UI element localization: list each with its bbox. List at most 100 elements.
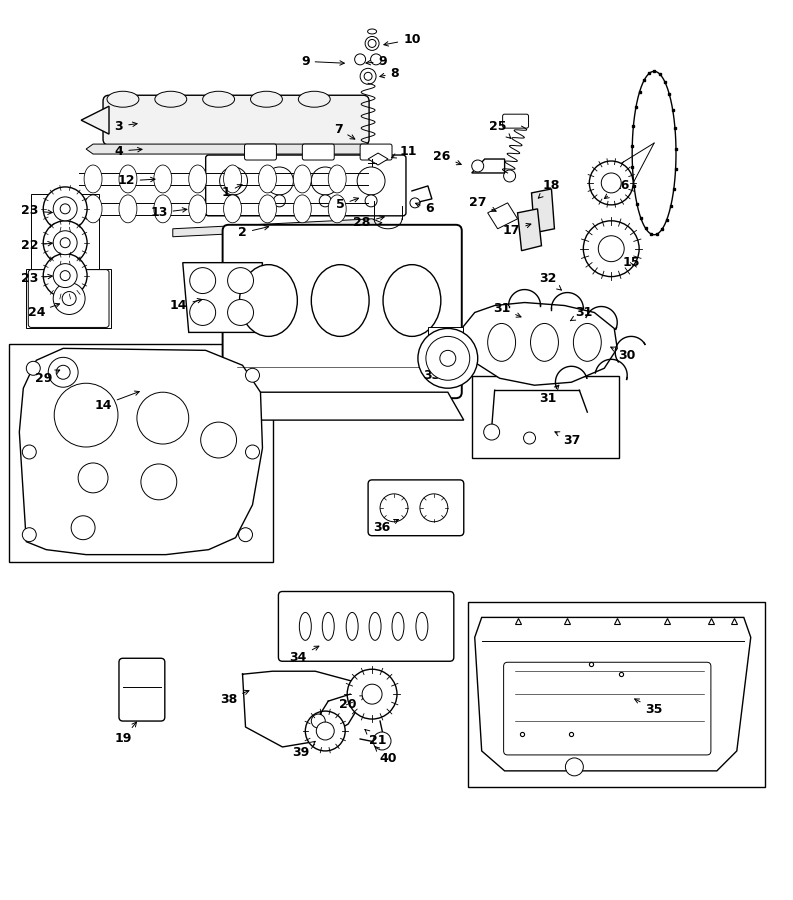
- Ellipse shape: [119, 165, 137, 193]
- Ellipse shape: [293, 165, 312, 193]
- Text: 32: 32: [538, 272, 561, 290]
- Text: 38: 38: [220, 690, 249, 706]
- Text: 28: 28: [354, 216, 385, 230]
- Ellipse shape: [84, 165, 102, 193]
- Text: 25: 25: [489, 120, 511, 139]
- Text: 31: 31: [570, 306, 593, 320]
- Bar: [468, 602, 764, 787]
- Ellipse shape: [251, 91, 282, 107]
- Polygon shape: [173, 219, 382, 237]
- Circle shape: [347, 670, 397, 719]
- Ellipse shape: [392, 612, 404, 640]
- Text: 9: 9: [366, 55, 392, 68]
- Ellipse shape: [259, 165, 277, 193]
- Circle shape: [365, 195, 377, 207]
- Text: 5: 5: [335, 198, 358, 212]
- Circle shape: [420, 494, 448, 522]
- Text: 30: 30: [611, 347, 636, 362]
- Text: 36: 36: [374, 519, 399, 535]
- Circle shape: [141, 464, 177, 500]
- Polygon shape: [182, 263, 262, 332]
- Ellipse shape: [224, 195, 242, 223]
- Circle shape: [190, 300, 216, 326]
- Text: 16: 16: [604, 179, 630, 199]
- Text: 27: 27: [469, 196, 496, 211]
- Text: 37: 37: [555, 432, 580, 446]
- Bar: [10, 345, 274, 562]
- Circle shape: [228, 300, 254, 326]
- Text: 31: 31: [538, 385, 559, 405]
- Ellipse shape: [259, 195, 277, 223]
- Circle shape: [79, 463, 108, 493]
- Ellipse shape: [488, 323, 515, 361]
- Circle shape: [426, 337, 469, 380]
- Text: 17: 17: [503, 223, 531, 238]
- Circle shape: [504, 170, 515, 182]
- Text: 35: 35: [634, 699, 663, 716]
- Ellipse shape: [293, 195, 312, 223]
- Polygon shape: [518, 209, 542, 251]
- Text: 33: 33: [423, 364, 449, 382]
- Text: 15: 15: [613, 253, 640, 269]
- Polygon shape: [81, 106, 109, 134]
- Circle shape: [354, 54, 366, 65]
- Text: 29: 29: [35, 370, 59, 385]
- Circle shape: [370, 54, 381, 65]
- Polygon shape: [86, 144, 372, 154]
- FancyBboxPatch shape: [244, 144, 277, 160]
- Circle shape: [53, 283, 85, 314]
- Text: 19: 19: [114, 722, 136, 745]
- Circle shape: [320, 195, 331, 207]
- Ellipse shape: [369, 612, 381, 640]
- Text: 18: 18: [538, 179, 560, 198]
- Circle shape: [44, 220, 87, 265]
- Text: 23: 23: [21, 272, 52, 285]
- Circle shape: [598, 236, 624, 262]
- Circle shape: [368, 40, 376, 48]
- FancyBboxPatch shape: [103, 95, 369, 145]
- Ellipse shape: [189, 165, 207, 193]
- Circle shape: [362, 684, 382, 704]
- Ellipse shape: [531, 323, 558, 361]
- Ellipse shape: [119, 195, 137, 223]
- Circle shape: [137, 392, 189, 444]
- Polygon shape: [19, 348, 262, 554]
- Ellipse shape: [383, 265, 441, 337]
- Text: 4: 4: [115, 145, 142, 158]
- Ellipse shape: [573, 323, 601, 361]
- Bar: [472, 376, 619, 458]
- Circle shape: [565, 758, 584, 776]
- Text: 7: 7: [334, 122, 354, 140]
- Text: 31: 31: [493, 302, 521, 317]
- Text: 20: 20: [339, 696, 365, 711]
- Circle shape: [436, 346, 460, 370]
- Circle shape: [357, 167, 385, 195]
- Text: 40: 40: [375, 747, 396, 765]
- Circle shape: [246, 368, 259, 382]
- Polygon shape: [475, 617, 751, 771]
- Circle shape: [53, 230, 77, 255]
- FancyBboxPatch shape: [29, 270, 109, 328]
- Circle shape: [360, 68, 376, 85]
- FancyBboxPatch shape: [223, 225, 462, 398]
- Circle shape: [60, 271, 70, 281]
- Circle shape: [274, 195, 285, 207]
- Circle shape: [26, 361, 40, 375]
- Text: 24: 24: [28, 303, 59, 319]
- Text: 6: 6: [416, 202, 435, 215]
- Circle shape: [484, 424, 500, 440]
- Text: 13: 13: [150, 206, 187, 220]
- Text: 34: 34: [289, 646, 319, 664]
- Circle shape: [190, 267, 216, 293]
- Text: 23: 23: [21, 204, 52, 217]
- Ellipse shape: [416, 612, 428, 640]
- Bar: [31, 194, 99, 295]
- Circle shape: [56, 365, 70, 379]
- Circle shape: [239, 527, 252, 542]
- FancyBboxPatch shape: [368, 480, 464, 536]
- Ellipse shape: [239, 265, 297, 337]
- Circle shape: [44, 254, 87, 298]
- FancyBboxPatch shape: [278, 591, 454, 662]
- Circle shape: [472, 160, 484, 172]
- Text: 11: 11: [392, 145, 416, 158]
